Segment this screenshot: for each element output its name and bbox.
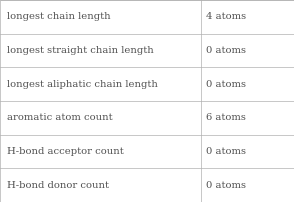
Text: 6 atoms: 6 atoms [206,113,246,122]
Text: 0 atoms: 0 atoms [206,147,246,156]
Text: H-bond donor count: H-bond donor count [7,181,109,190]
Text: longest aliphatic chain length: longest aliphatic chain length [7,80,158,89]
Text: 0 atoms: 0 atoms [206,46,246,55]
Text: longest chain length: longest chain length [7,12,111,21]
Text: aromatic atom count: aromatic atom count [7,113,113,122]
Text: 0 atoms: 0 atoms [206,181,246,190]
Text: 0 atoms: 0 atoms [206,80,246,89]
Text: 4 atoms: 4 atoms [206,12,246,21]
Text: longest straight chain length: longest straight chain length [7,46,154,55]
Text: H-bond acceptor count: H-bond acceptor count [7,147,124,156]
